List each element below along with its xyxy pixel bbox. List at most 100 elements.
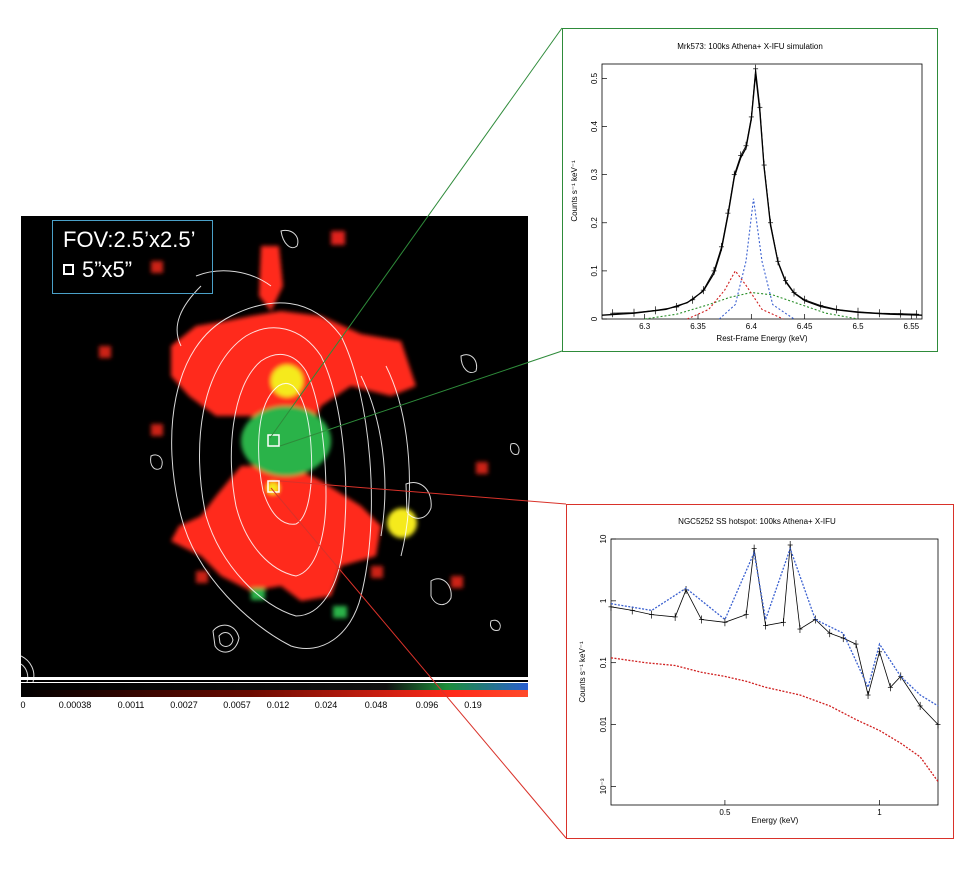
series-line (612, 68, 917, 315)
fov-label-box: FOV:2.5’x2.5’ 5”x5” (52, 220, 213, 294)
contour-1 (171, 302, 372, 650)
x-axis-label: Energy (keV) (752, 816, 799, 825)
pixel-box-nucleus (267, 434, 280, 447)
red-blob-4 (151, 424, 163, 436)
contour-9 (218, 632, 234, 647)
red-blob-2 (151, 261, 163, 273)
colorbar-tick: 0.0027 (170, 700, 198, 710)
x-tick-label: 6.35 (690, 322, 706, 331)
series-line (718, 198, 795, 320)
colorbar-tick: 0.012 (266, 700, 290, 710)
y-tick-label: 0.5 (590, 72, 599, 84)
contour-13 (510, 443, 520, 455)
x-tick-label: 6.5 (852, 322, 864, 331)
colorbar-top-band (21, 683, 528, 690)
yellow-spot-1 (271, 365, 303, 397)
y-tick-label: 0.01 (599, 716, 608, 732)
chart-title: Mrk573: 100ks Athena+ X-IFU simulation (677, 42, 823, 51)
colorbar-tick-labels: 0 0.00038 0.0011 0.0027 0.0057 0.012 0.0… (20, 700, 528, 716)
pixel-square-icon (63, 263, 74, 275)
pixel-size-label: 5”x5” (82, 257, 133, 282)
series-line (601, 73, 923, 316)
colorbar-tick: 0.096 (415, 700, 439, 710)
fov-label: FOV:2.5’x2.5’ (63, 227, 196, 252)
spectrum-panel-mrk573: Mrk573: 100ks Athena+ X-IFU simulation 6… (562, 28, 938, 352)
connector-red-1 (279, 480, 567, 505)
contour-4 (258, 383, 313, 525)
contour-2 (199, 327, 347, 617)
red-blob-1 (331, 231, 345, 245)
y-tick-label: 1 (599, 598, 608, 603)
chart-title: NGC5252 SS hotspot: 100ks Athena+ X-IFU (678, 517, 836, 526)
contour-11 (460, 354, 478, 373)
green-blob-1 (251, 588, 265, 600)
x-tick-label: 1 (877, 808, 882, 817)
y-tick-label: 0.1 (590, 265, 599, 277)
contour-10 (430, 578, 452, 605)
red-blob-6 (451, 576, 463, 588)
red-blob-3 (99, 346, 111, 358)
contour-12 (150, 454, 163, 470)
y-axis-ticks: 0 0.1 0.2 0.3 0.4 0.5 (590, 72, 607, 321)
x-axis-ticks: 6.3 6.35 6.4 6.45 6.5 6.55 (639, 314, 920, 331)
green-blob-2 (333, 606, 347, 618)
colorbar-tick: 0.19 (464, 700, 482, 710)
x-tick-label: 0.5 (719, 808, 731, 817)
connector-green-2 (279, 350, 563, 447)
series-group (601, 64, 923, 320)
x-tick-label: 6.55 (904, 322, 920, 331)
contour-5 (176, 270, 272, 347)
y-tick-label: 0.1 (599, 657, 608, 669)
spectrum-panel-ngc5252: NGC5252 SS hotspot: 100ks Athena+ X-IFU … (566, 504, 954, 839)
y-axis-label: Counts s⁻¹ keV⁻¹ (578, 641, 587, 703)
x-axis-label: Rest-Frame Energy (keV) (716, 334, 807, 343)
pixel-box-hotspot (267, 480, 280, 493)
y-tick-label: 0.4 (590, 120, 599, 132)
x-tick-label: 6.45 (797, 322, 813, 331)
colorbar (21, 683, 528, 697)
colorbar-bottom-band (21, 690, 528, 697)
plot-frame (601, 63, 923, 320)
series-line (610, 657, 939, 782)
red-blob-7 (371, 566, 383, 578)
series-group (608, 540, 941, 782)
colorbar-tick: 0.024 (314, 700, 338, 710)
contour-3 (230, 353, 327, 577)
series-line (610, 546, 939, 707)
contour-16 (280, 229, 299, 249)
y-tick-label: 0.2 (590, 217, 599, 229)
contour-6 (360, 365, 410, 557)
colorbar-tick: 0.0057 (223, 700, 251, 710)
xray-image (21, 216, 528, 682)
connector-red-2 (270, 487, 567, 839)
y-axis-label: Counts s⁻¹ keV⁻¹ (570, 160, 579, 222)
yellow-spot-3 (267, 482, 279, 494)
series-line (644, 291, 859, 320)
contour-lines (21, 229, 520, 682)
contour-14 (490, 619, 501, 631)
image-bottom-line (21, 677, 528, 680)
x-tick-label: 6.4 (746, 322, 758, 331)
spectrum-chart-mrk573: Mrk573: 100ks Athena+ X-IFU simulation 6… (570, 42, 923, 343)
y-tick-label: 10⁻³ (599, 778, 608, 794)
colorbar-tick: 0.048 (364, 700, 388, 710)
contour-7 (405, 482, 432, 519)
y-tick-label: 0.3 (590, 169, 599, 181)
colorbar-tick: 0.00038 (58, 700, 92, 710)
y-tick-label: 0 (590, 316, 599, 321)
x-axis-ticks: 0.5 1 (719, 800, 882, 817)
y-axis-ticks: 10 1 0.1 0.01 10⁻³ (599, 534, 616, 794)
red-emission-lower (171, 466, 381, 601)
y-tick-label: 10 (599, 534, 608, 543)
series-line (687, 269, 784, 320)
colorbar-tick: 0.0011 (117, 700, 145, 710)
spectrum-chart-ngc5252: NGC5252 SS hotspot: 100ks Athena+ X-IFU … (578, 517, 941, 825)
connector-green-1 (269, 27, 563, 439)
pixel-size-label-row: 5”x5” (63, 255, 212, 285)
red-blob-5 (476, 462, 488, 474)
red-emission-arm (259, 246, 283, 311)
plot-frame (610, 538, 939, 806)
series-line (610, 544, 939, 725)
xray-image-svg (21, 229, 528, 682)
